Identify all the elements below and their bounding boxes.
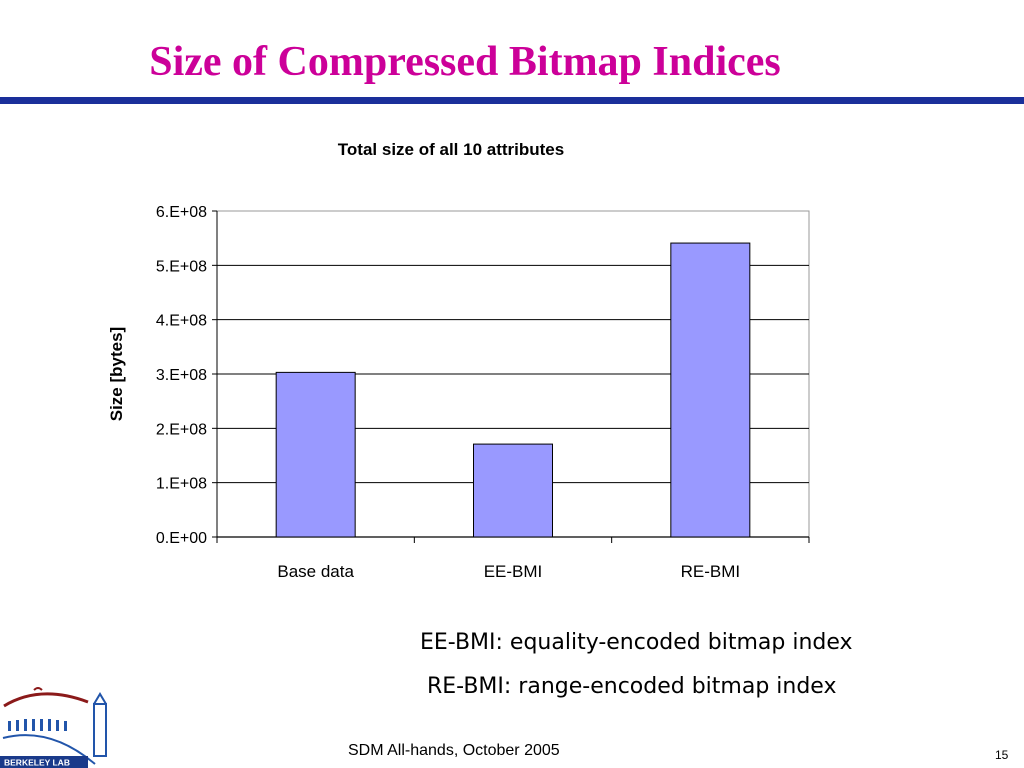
footer-text: SDM All-hands, October 2005 — [348, 742, 560, 759]
y-tick-label: 1.E+08 — [156, 476, 207, 493]
berkeley-lab-logo: BERKELEY LAB — [0, 687, 107, 768]
bar-base-data — [275, 371, 356, 538]
definition-re-bmi: RE-BMI: range-encoded bitmap index — [427, 674, 837, 699]
svg-text:BERKELEY LAB: BERKELEY LAB — [4, 758, 70, 768]
title-rule — [0, 97, 1024, 104]
slide-title: Size of Compressed Bitmap Indices — [149, 39, 781, 85]
definition-ee-bmi: EE-BMI: equality-encoded bitmap index — [420, 630, 853, 655]
bar-ee-bmi — [473, 443, 553, 538]
y-tick-label: 3.E+08 — [156, 367, 207, 384]
x-category-label: EE-BMI — [484, 562, 543, 581]
y-tick-label: 5.E+08 — [156, 258, 207, 275]
y-tick-label: 0.E+00 — [156, 530, 207, 547]
slide-number: 15 — [995, 748, 1009, 762]
x-category-label: RE-BMI — [681, 562, 741, 581]
x-category-label: Base data — [277, 562, 354, 581]
chart-title: Total size of all 10 attributes — [338, 140, 564, 159]
y-tick-label: 2.E+08 — [156, 421, 207, 438]
chart: Total size of all 10 attributes 0.E+00 1.E… — [0, 110, 1024, 610]
chart-svg: Total size of all 10 attributes 0.E+00 1.E… — [107, 140, 810, 581]
y-tick-label: 4.E+08 — [156, 313, 207, 330]
bar-re-bmi — [670, 242, 751, 538]
y-tick-label: 6.E+08 — [156, 204, 207, 221]
y-axis-label: Size [bytes] — [107, 327, 126, 421]
